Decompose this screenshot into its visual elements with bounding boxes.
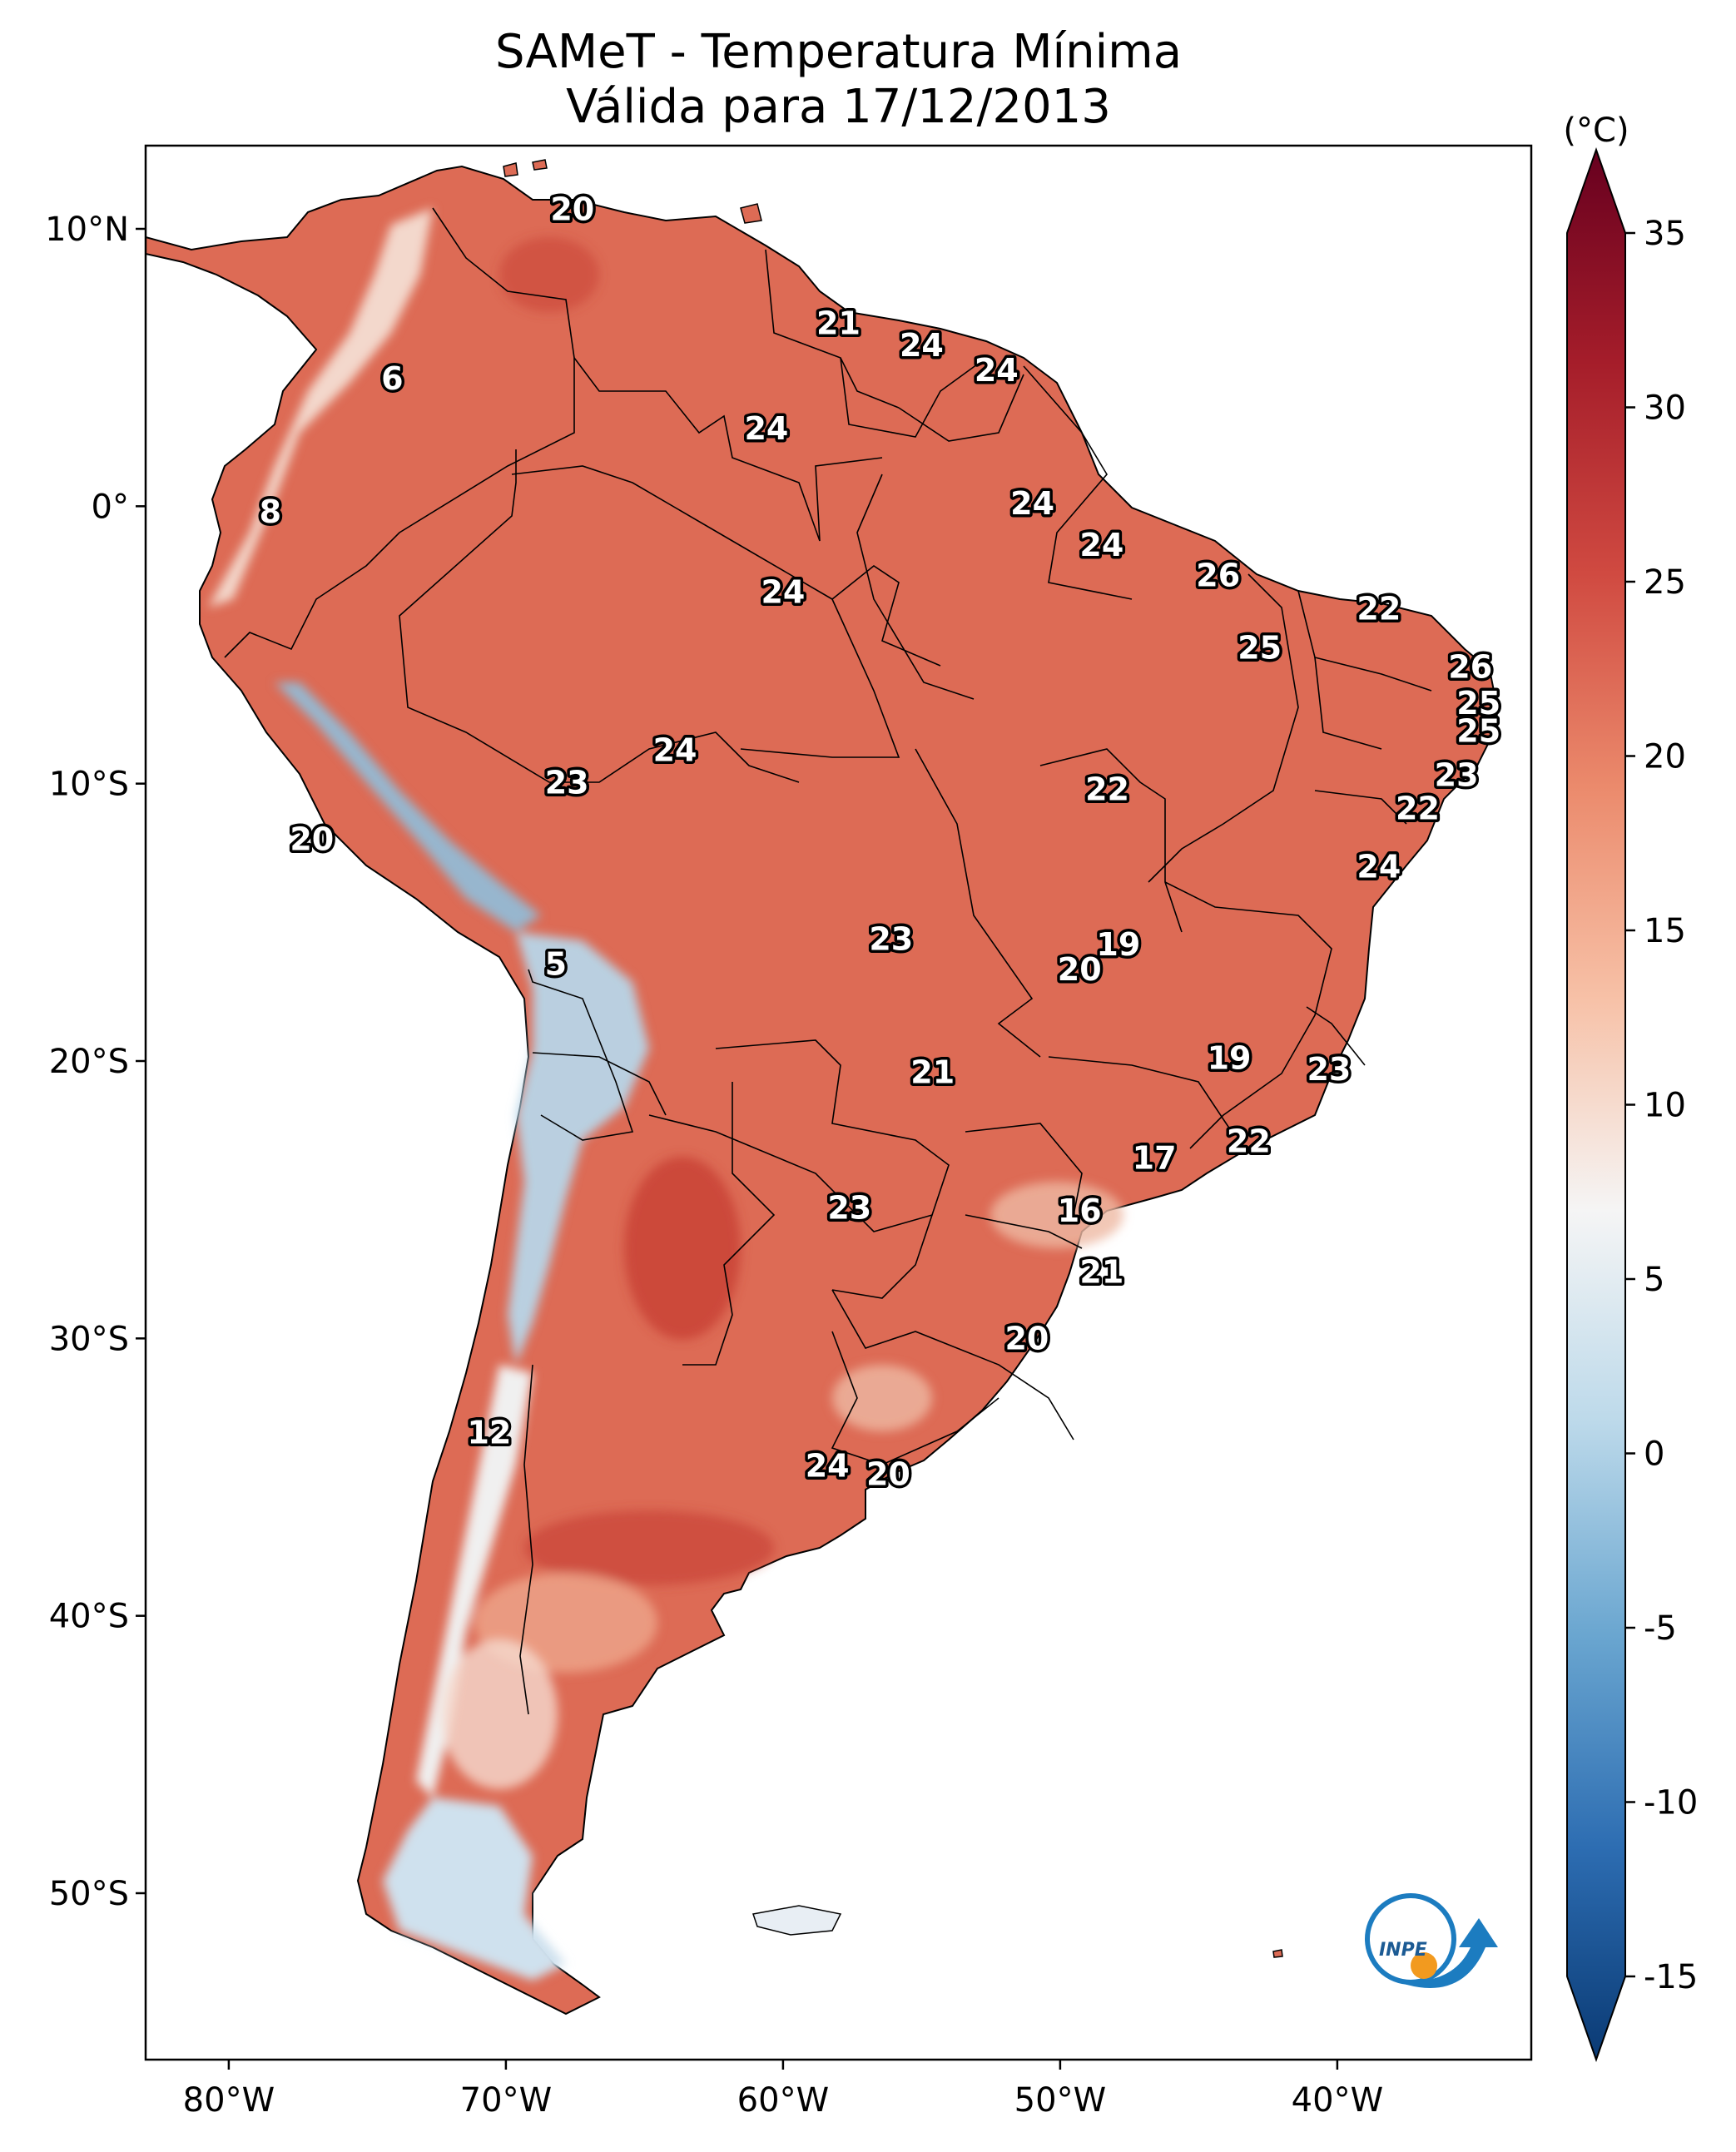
station-value-label: 6: [381, 360, 403, 397]
lon-tick-label: 50°W: [1014, 2081, 1106, 2120]
map-title: SAMeT - Temperatura Mínima: [494, 25, 1183, 79]
station-value-label: 8: [260, 493, 281, 530]
station-value-label: 24: [761, 574, 805, 611]
colorbar: (°C) 35 30 25 20 15 10 5 0 -5 -10 -15: [1563, 112, 1698, 2063]
station-value-label: 25: [1456, 685, 1500, 721]
inpe-logo: INPE: [1365, 1893, 1498, 1988]
station-value-label: 23: [869, 920, 913, 957]
lon-tick-label: 40°W: [1292, 2081, 1383, 2120]
station-value-label: 20: [1004, 1320, 1049, 1356]
colorbar-tick-label: 5: [1644, 1261, 1664, 1299]
colorbar-body: [1566, 146, 1626, 2063]
station-value-label: 21: [910, 1054, 955, 1090]
lat-tick-label: 50°S: [49, 1875, 129, 1913]
station-value-label: 24: [806, 1448, 850, 1485]
lat-tick-label: 0°: [92, 488, 129, 526]
colorbar-tick-label: 30: [1644, 389, 1686, 428]
lon-tick-label: 80°W: [183, 2081, 275, 2120]
colorbar-tick-label: 15: [1644, 912, 1686, 950]
colorbar-tick-label: 0: [1644, 1435, 1664, 1474]
temperature-field: [208, 208, 1123, 1981]
station-value-label: 23: [545, 765, 589, 801]
station-value-label: 19: [1096, 926, 1140, 963]
longitude-axis: 80°W 70°W 60°W 50°W 40°W: [183, 2060, 1383, 2120]
station-value-label: 22: [1396, 791, 1440, 827]
station-value-label: 23: [827, 1190, 871, 1227]
station-value-label: 23: [1435, 757, 1479, 794]
colorbar-tick-label: -10: [1644, 1784, 1698, 1822]
islands: [503, 159, 1283, 1958]
lat-tick-label: 10°N: [45, 211, 129, 249]
station-value-label: 24: [1010, 485, 1054, 522]
station-value-label: 16: [1058, 1193, 1102, 1229]
colorbar-tick-label: 25: [1644, 563, 1686, 602]
station-value-label: 24: [1079, 527, 1123, 563]
station-value-label: 20: [290, 821, 334, 857]
lon-tick-label: 70°W: [460, 2081, 552, 2120]
colorbar-tick-label: 35: [1644, 215, 1686, 253]
colorbar-tick-label: -5: [1644, 1609, 1677, 1648]
map-frame: [144, 144, 1533, 2061]
station-value-label: 22: [1227, 1123, 1271, 1160]
lat-tick-label: 40°S: [49, 1598, 129, 1636]
station-value-label: 20: [866, 1456, 910, 1493]
station-value-label: 12: [467, 1415, 511, 1451]
station-value-label: 21: [816, 305, 861, 341]
station-value-label: 26: [1448, 649, 1492, 686]
station-value-label: 17: [1133, 1140, 1177, 1177]
station-value-label: 25: [1238, 629, 1282, 666]
colorbar-tick-label: 20: [1644, 738, 1686, 776]
colorbar-tick-label: 10: [1644, 1087, 1686, 1125]
station-value-label: 24: [744, 410, 788, 447]
colorbar-unit: (°C): [1563, 112, 1629, 150]
station-value-label: 21: [1079, 1253, 1123, 1290]
station-value-label: 24: [975, 352, 1019, 389]
latitude-axis: 10°N 0° 10°S 20°S 30°S 40°S 50°S: [45, 211, 146, 1913]
station-value-label: 22: [1357, 591, 1401, 627]
lat-tick-label: 20°S: [49, 1043, 129, 1081]
station-value-label: 23: [1307, 1051, 1351, 1088]
lat-tick-label: 10°S: [49, 766, 129, 804]
colorbar-ticks: 35 30 25 20 15 10 5 0 -5 -10 -15: [1625, 215, 1698, 1996]
station-value-label: 24: [1357, 849, 1401, 885]
station-value-label: 5: [545, 945, 567, 982]
station-value-label: 24: [653, 732, 697, 769]
station-value-label: 20: [1058, 951, 1102, 988]
map-subtitle: Válida para 17/12/2013: [566, 80, 1111, 134]
lon-tick-label: 60°W: [737, 2081, 829, 2120]
station-value-label: 25: [1456, 712, 1500, 749]
logo-text: INPE: [1379, 1940, 1427, 1961]
station-value-label: 24: [900, 327, 944, 364]
lat-tick-label: 30°S: [49, 1320, 129, 1358]
station-value-label: 22: [1085, 771, 1129, 807]
station-value-label: 19: [1208, 1040, 1252, 1077]
colorbar-tick-label: -15: [1644, 1958, 1698, 1996]
country-state-borders: [224, 207, 1432, 1715]
station-value-label: 26: [1196, 558, 1240, 594]
station-value-label: 20: [550, 191, 594, 228]
